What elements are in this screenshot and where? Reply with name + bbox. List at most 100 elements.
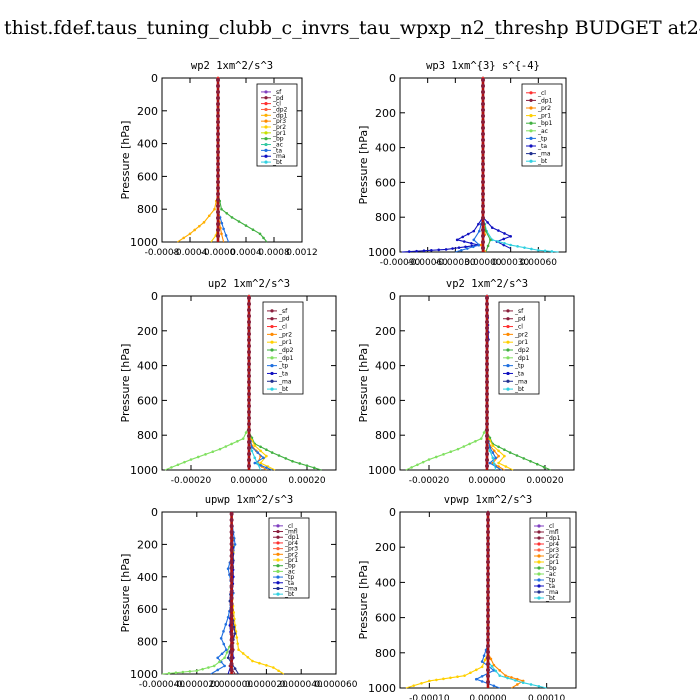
series-point xyxy=(265,664,268,667)
zero-profile-point xyxy=(485,416,489,420)
zero-profile-point xyxy=(229,518,234,522)
series-point xyxy=(474,668,478,672)
zero-profile-point xyxy=(247,308,251,312)
legend-entry: _ac xyxy=(284,568,295,575)
x-tick-label: -0.00060 xyxy=(407,258,448,268)
legend-marker xyxy=(537,554,541,558)
y-tick-label: 0 xyxy=(389,290,396,303)
zero-profile-point xyxy=(247,374,251,378)
zero-profile-point xyxy=(229,596,234,600)
series-point xyxy=(462,240,466,243)
series-point xyxy=(449,450,453,454)
legend-marker xyxy=(264,131,268,135)
zero-profile-point xyxy=(481,168,485,172)
legend-entry: _cl xyxy=(514,324,523,331)
zero-profile-point xyxy=(481,174,485,178)
zero-profile-point xyxy=(216,168,220,172)
zero-profile-point xyxy=(229,566,234,570)
zero-profile-point xyxy=(485,446,489,450)
y-tick-label: 0 xyxy=(151,506,158,519)
y-tick-label: 600 xyxy=(375,394,396,407)
zero-profile-point xyxy=(485,398,489,402)
series-point xyxy=(226,656,230,660)
series-point xyxy=(428,679,431,683)
legend-entry: _bt xyxy=(278,386,289,393)
series-point xyxy=(537,684,541,688)
zero-profile-point xyxy=(247,302,251,306)
plot-frame xyxy=(161,77,303,243)
zero-profile-point xyxy=(486,638,490,642)
zero-profile-point xyxy=(229,632,234,636)
series-point xyxy=(223,656,226,660)
zero-profile-point xyxy=(229,644,234,648)
series-point xyxy=(224,623,228,626)
series-point xyxy=(416,463,419,467)
y-tick-label: 400 xyxy=(137,138,158,151)
series-point xyxy=(491,451,495,454)
legend-entry: _dp1 xyxy=(272,112,288,119)
legend-marker xyxy=(537,572,541,576)
legend-marker xyxy=(529,91,533,95)
series-point xyxy=(456,675,459,679)
y-tick-label: 600 xyxy=(137,394,158,407)
zero-profile-point xyxy=(216,198,220,202)
legend-entry: _pr4 xyxy=(284,540,298,547)
legend-entry: _mfl xyxy=(284,529,298,536)
zero-profile-point xyxy=(216,114,220,118)
series-point xyxy=(253,456,257,460)
zero-profile-point xyxy=(485,344,489,348)
zero-profile-point xyxy=(485,392,489,396)
zero-profile-point xyxy=(247,356,251,360)
legend-marker xyxy=(276,552,280,556)
legend-entry: _bp xyxy=(545,565,557,572)
zero-profile-point xyxy=(481,186,485,190)
series-point xyxy=(490,226,494,229)
legend-entry: _tp xyxy=(537,135,547,142)
zero-profile-point xyxy=(485,428,489,432)
chart-panel-6: vpwp 1xm^2/s^3 Pressure [hPa] 0 200 400 600 80… xyxy=(357,494,577,700)
series-point xyxy=(497,461,500,465)
series-point xyxy=(482,431,486,434)
legend-marker xyxy=(264,125,268,129)
y-axis-label: Pressure [hPa] xyxy=(119,554,132,633)
zero-profile-point xyxy=(216,222,220,226)
series-point xyxy=(430,248,433,252)
zero-profile-point xyxy=(229,602,234,606)
zero-profile-point xyxy=(485,350,489,354)
y-axis-label: Pressure [hPa] xyxy=(119,344,132,423)
series-point xyxy=(220,232,223,236)
zero-profile-point xyxy=(481,222,485,226)
zero-profile-point xyxy=(481,234,485,238)
legend-marker xyxy=(270,324,274,329)
series-point xyxy=(510,676,513,679)
panel-title: up2 1xm^2/s^3 xyxy=(208,278,290,290)
series-point xyxy=(427,458,431,461)
legend-entry: _cl xyxy=(284,523,293,530)
zero-profile-point xyxy=(247,446,251,450)
y-axis-label: Pressure [hPa] xyxy=(357,561,370,640)
legend-marker xyxy=(276,564,280,568)
panel-title: vp2 1xm^2/s^3 xyxy=(446,278,528,290)
series-point xyxy=(497,449,500,453)
series-point xyxy=(497,445,500,449)
legend-marker xyxy=(270,340,274,344)
series-point xyxy=(298,462,302,465)
y-tick-label: 0 xyxy=(389,72,396,85)
y-tick-label: 200 xyxy=(137,105,158,118)
zero-profile-point xyxy=(481,246,485,250)
legend-entry: _bp1 xyxy=(537,120,553,127)
series-point xyxy=(489,657,493,661)
series-point xyxy=(502,237,506,241)
zero-profile-point xyxy=(247,332,251,336)
x-tick-label: 0.00020 xyxy=(288,476,325,486)
zero-profile-point xyxy=(216,180,220,184)
series-point xyxy=(508,451,512,454)
legend-marker xyxy=(270,332,274,336)
x-tick-label: -0.000040 xyxy=(139,680,185,690)
series-point xyxy=(472,238,476,242)
x-tick-label: 0.00030 xyxy=(492,258,529,268)
series-point xyxy=(410,466,413,469)
series-point xyxy=(241,652,245,655)
series-point xyxy=(435,678,438,682)
legend-marker xyxy=(270,348,274,352)
